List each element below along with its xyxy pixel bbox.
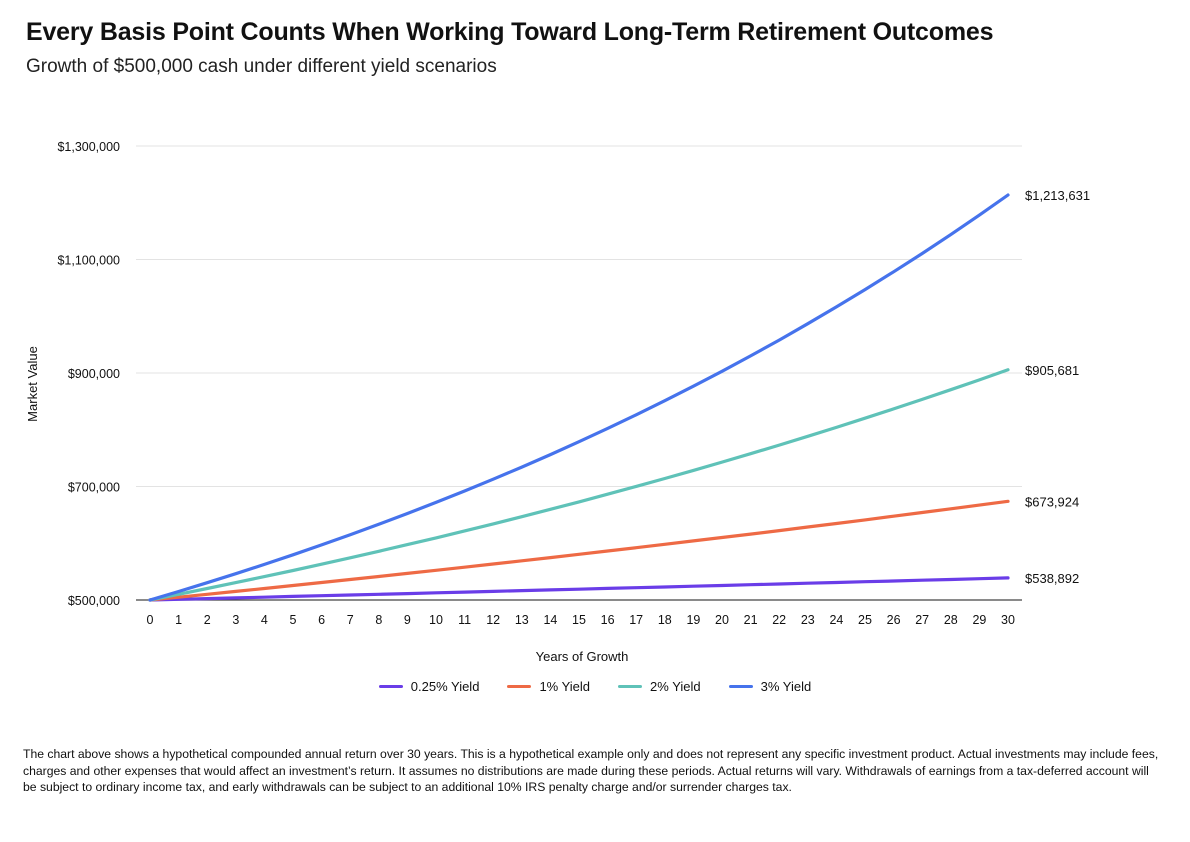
x-tick-label: 0 xyxy=(147,613,154,627)
x-tick-label: 12 xyxy=(486,613,500,627)
legend-swatch xyxy=(507,685,532,688)
end-value-label: $538,892 xyxy=(1025,571,1079,586)
end-value-label: $905,681 xyxy=(1025,363,1079,378)
chart-subtitle: Growth of $500,000 cash under different … xyxy=(26,56,497,77)
x-tick-label: 29 xyxy=(972,613,986,627)
x-tick-label: 5 xyxy=(290,613,297,627)
y-tick-label: $1,300,000 xyxy=(57,140,120,154)
x-tick-label: 11 xyxy=(458,613,471,627)
end-value-label: $1,213,631 xyxy=(1025,188,1090,203)
series-line-3 xyxy=(148,193,1010,602)
legend-item: 1% Yield xyxy=(507,679,590,694)
y-tick-label: $900,000 xyxy=(68,367,120,381)
legend-swatch xyxy=(618,685,643,688)
legend-label: 0.25% Yield xyxy=(410,679,480,694)
x-tick-label: 27 xyxy=(915,613,929,627)
x-tick-label: 17 xyxy=(629,613,643,627)
x-tick-label: 2 xyxy=(204,613,211,627)
x-tick-label: 8 xyxy=(375,613,382,627)
x-tick-label: 18 xyxy=(658,613,672,627)
series-line-2 xyxy=(148,368,1010,602)
x-tick-label: 15 xyxy=(572,613,586,627)
disclaimer-footnote: The chart above shows a hypothetical com… xyxy=(23,747,1159,794)
legend-label: 1% Yield xyxy=(539,679,591,694)
x-tick-label: 4 xyxy=(261,613,268,627)
x-tick-label: 24 xyxy=(829,613,843,627)
x-tick-label: 6 xyxy=(318,613,325,627)
series-line-0 xyxy=(148,576,1010,602)
x-tick-label: 23 xyxy=(801,613,815,627)
legend-swatch xyxy=(378,685,403,688)
legend-label: 3% Yield xyxy=(760,679,812,694)
y-tick-label: $700,000 xyxy=(68,481,120,495)
legend-item: 3% Yield xyxy=(728,679,812,694)
chart-legend: 0.25% Yield 1% Yield 2% Yield 3% Yield xyxy=(0,679,1190,694)
line-chart: $500,000 $700,000 $900,000 $1,100,000 $1,300… xyxy=(25,140,1090,664)
x-tick-label: 22 xyxy=(772,613,786,627)
legend-item: 2% Yield xyxy=(618,679,701,694)
x-axis-title: Years of Growth xyxy=(536,649,629,664)
x-tick-label: 13 xyxy=(515,613,529,627)
x-tick-label: 1 xyxy=(175,613,182,627)
legend-label: 2% Yield xyxy=(650,679,701,694)
x-tick-label: 30 xyxy=(1001,613,1015,627)
x-tick-label: 21 xyxy=(744,613,758,627)
x-tick-label: 25 xyxy=(858,613,872,627)
y-axis-title: Market Value xyxy=(25,346,40,422)
x-tick-label: 19 xyxy=(686,613,700,627)
legend-swatch xyxy=(728,685,753,688)
series-line-1 xyxy=(148,499,1010,602)
legend-item: 0.25% Yield xyxy=(378,679,480,694)
y-tick-label: $500,000 xyxy=(68,594,120,608)
x-tick-label: 14 xyxy=(543,613,557,627)
end-value-label: $673,924 xyxy=(1025,494,1079,509)
x-tick-label: 7 xyxy=(347,613,354,627)
x-tick-label: 9 xyxy=(404,613,411,627)
x-tick-label: 3 xyxy=(232,613,239,627)
x-tick-label: 16 xyxy=(601,613,615,627)
x-tick-label: 28 xyxy=(944,613,958,627)
x-tick-label: 26 xyxy=(887,613,901,627)
y-tick-label: $1,100,000 xyxy=(57,254,120,268)
x-tick-label: 20 xyxy=(715,613,729,627)
x-tick-label: 10 xyxy=(429,613,443,627)
chart-title: Every Basis Point Counts When Working To… xyxy=(26,18,994,46)
